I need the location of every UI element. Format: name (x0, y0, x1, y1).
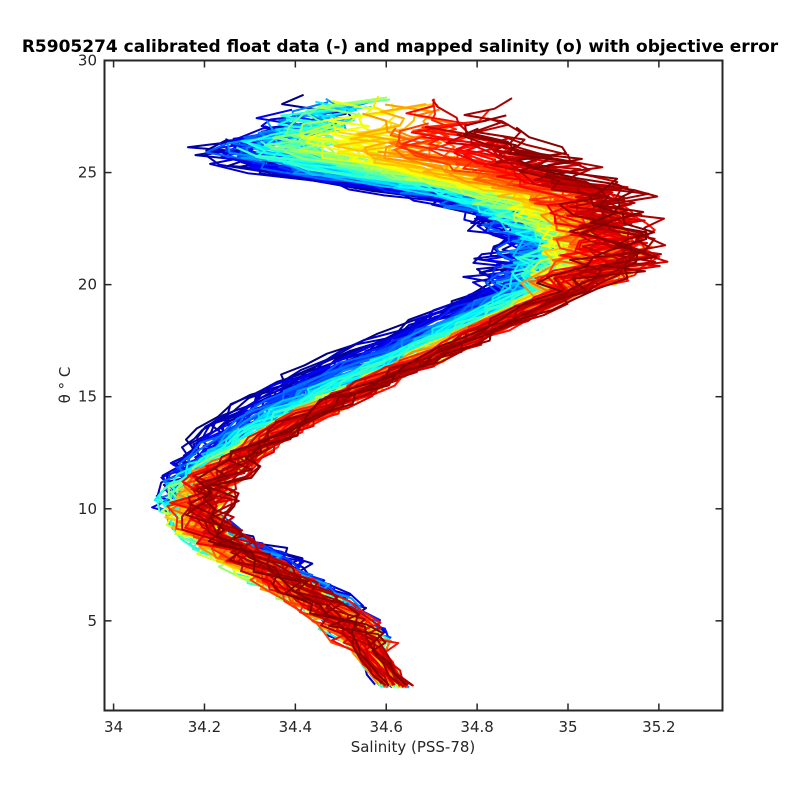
profile-line (203, 117, 662, 688)
x-tick-label: 34.2 (188, 718, 221, 736)
x-axis-label: Salinity (PSS-78) (351, 738, 476, 756)
profile-line (185, 133, 647, 687)
y-tick-label: 20 (78, 276, 97, 294)
y-tick-label: 30 (78, 52, 97, 70)
y-tick-label: 5 (87, 612, 97, 630)
y-tick-label: 10 (78, 500, 97, 518)
y-tick-label: 25 (78, 164, 97, 182)
x-tick-label: 34 (104, 718, 123, 736)
chart-title: R5905274 calibrated float data (-) and m… (22, 37, 779, 57)
profile-line (197, 97, 659, 687)
x-tick-label: 35.2 (642, 718, 675, 736)
y-axis-label: θ ° C (56, 367, 74, 404)
plot-frame (103, 59, 724, 712)
profile-line (206, 126, 656, 686)
x-tick-label: 34.4 (279, 718, 312, 736)
series-layer (151, 93, 669, 689)
profile-line (188, 114, 658, 685)
x-tick-label: 34.8 (460, 718, 493, 736)
profile-line (205, 142, 639, 686)
x-tick-label: 34.6 (370, 718, 403, 736)
y-tick-label: 15 (78, 388, 97, 406)
y-axis-ticks: 5 10 15 20 25 30 (78, 52, 723, 630)
profile-line (195, 127, 648, 686)
x-axis-ticks: 34 34.2 34.4 34.6 34.8 35 35.2 (104, 60, 676, 736)
x-tick-label: 35 (558, 718, 577, 736)
